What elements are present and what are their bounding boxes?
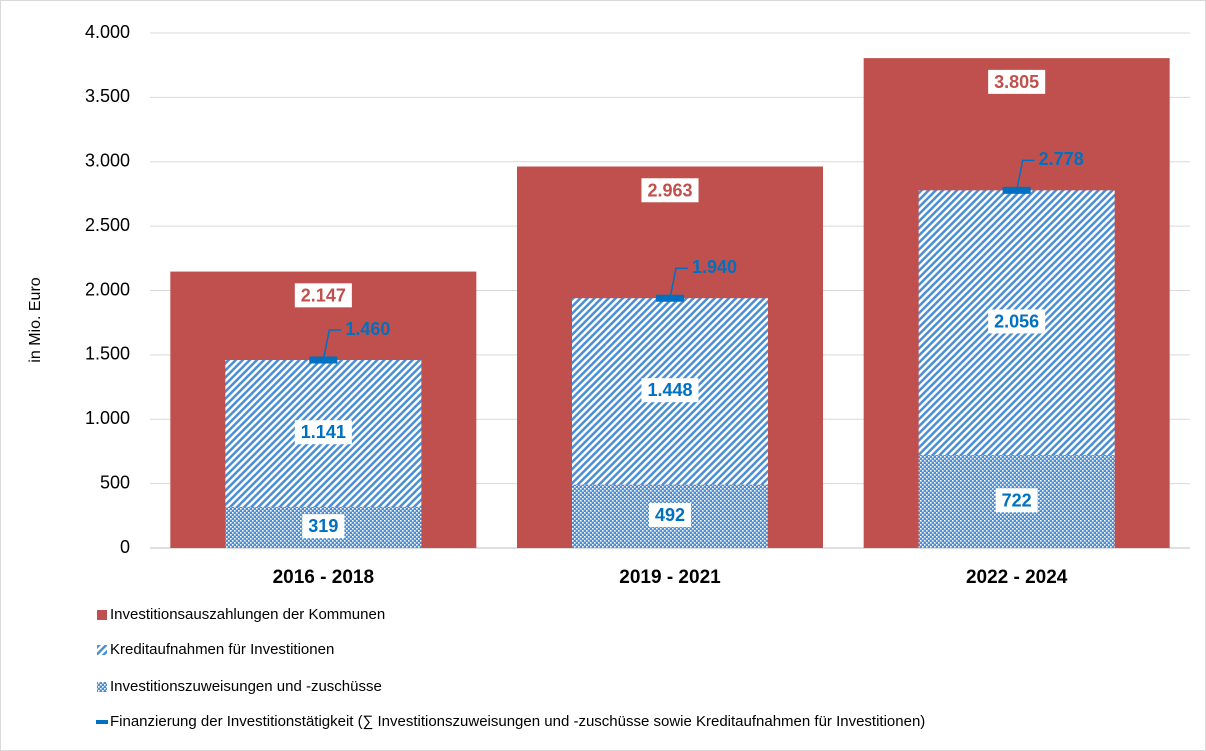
segment-label-box [988, 309, 1046, 334]
segment-label-box [302, 514, 345, 539]
y-tick-label: 500 [100, 472, 130, 492]
marker-label: 2.778 [1039, 149, 1084, 169]
legend-swatch [97, 682, 107, 692]
y-tick-label: 2.000 [85, 279, 130, 299]
legend-swatch [97, 645, 107, 655]
segment-label: 1.448 [647, 380, 692, 400]
y-tick-label: 0 [120, 537, 130, 557]
legend-swatch [97, 610, 107, 620]
legend-label: Finanzierung der Investitionstätigkeit (… [110, 713, 925, 730]
y-tick-label: 1.000 [85, 408, 130, 428]
y-tick-label: 4.000 [85, 22, 130, 42]
bar-label: 2.963 [647, 180, 692, 200]
segment-label: 1.141 [301, 422, 346, 442]
y-tick-label: 1.500 [85, 344, 130, 364]
bar-label-box [641, 178, 699, 203]
segment-label: 722 [1002, 490, 1032, 510]
y-tick-label: 3.000 [85, 151, 130, 171]
bar-label-box [294, 283, 352, 308]
legend-swatch [96, 720, 108, 724]
marker-label: 1.940 [692, 257, 737, 277]
leader-line [1015, 159, 1035, 191]
x-tick-label: 2016 - 2018 [273, 567, 374, 588]
y-axis-label: in Mio. Euro [27, 277, 44, 362]
segment-label: 319 [308, 516, 338, 536]
bar-label: 2.147 [301, 285, 346, 305]
x-tick-label: 2022 - 2024 [966, 567, 1068, 588]
segment-label-box [995, 488, 1038, 513]
segment-label: 492 [655, 505, 685, 525]
bar-label-box [988, 69, 1046, 94]
legend-label: Investitionsauszahlungen der Kommunen [110, 606, 385, 623]
segment-label-box [648, 503, 692, 528]
segment-label-box [294, 420, 352, 445]
y-tick-label: 2.500 [85, 215, 130, 235]
y-tick-label: 3.500 [85, 86, 130, 106]
legend-label: Kreditaufnahmen für Investitionen [110, 641, 334, 658]
bar-label: 3.805 [994, 72, 1039, 92]
marker-label: 1.460 [345, 319, 390, 339]
leader-line [669, 267, 688, 299]
x-tick-label: 2019 - 2021 [619, 567, 721, 588]
leader-line [322, 329, 342, 361]
segment-label-box [641, 378, 699, 403]
legend-label: Investitionszuweisungen und -zuschüsse [110, 678, 382, 695]
segment-label: 2.056 [994, 311, 1039, 331]
